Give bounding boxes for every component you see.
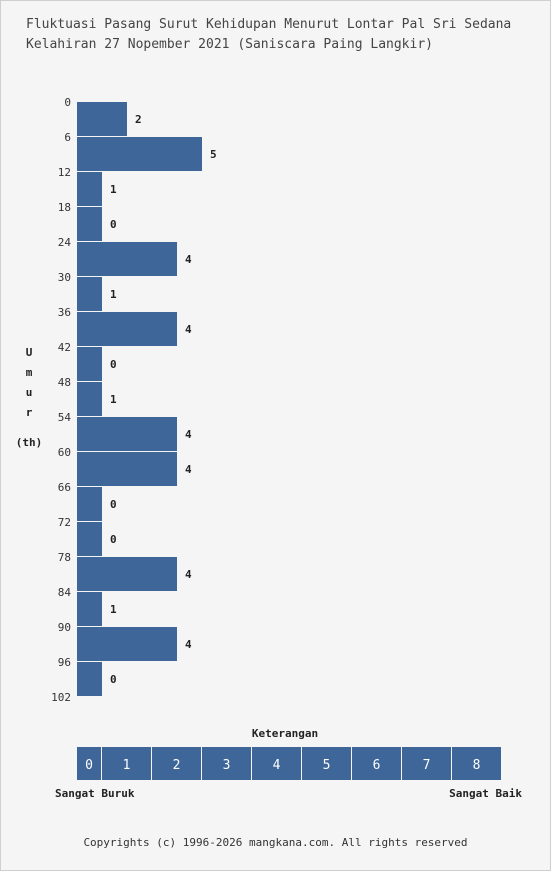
y-tick-label-102: 102 [51,691,71,704]
value-label-66: 0 [110,498,117,511]
bar-18 [77,207,102,241]
value-label-72: 0 [110,533,117,546]
y-tick-label-48: 48 [58,376,71,389]
value-label-6: 5 [210,148,217,161]
y-tick-label-30: 30 [58,271,71,284]
bar-12 [77,172,102,206]
y-tick-label-24: 24 [58,236,72,249]
legend-value-7: 7 [423,758,431,773]
bar-96 [77,662,102,696]
value-label-84: 1 [110,603,117,616]
value-label-54: 4 [185,428,192,441]
y-tick-label-60: 60 [58,446,71,459]
value-label-18: 0 [110,218,117,231]
legend-value-3: 3 [223,758,231,773]
legend-value-2: 2 [173,758,181,773]
legend-value-0: 0 [85,758,93,773]
y-tick-label-54: 54 [58,411,72,424]
chart-title-line-2: Kelahiran 27 Nopember 2021 (Saniscara Pa… [26,37,433,52]
y-axis-label-0: U [26,346,33,359]
bar-30 [77,277,102,311]
bar-78 [77,557,177,591]
y-tick-label-96: 96 [58,656,71,669]
value-label-42: 0 [110,358,117,371]
legend-right-label: Sangat Baik [449,787,522,800]
value-label-0: 2 [135,113,142,126]
value-label-78: 4 [185,568,192,581]
y-tick-label-42: 42 [58,341,71,354]
value-label-96: 0 [110,673,117,686]
y-axis-label-1: m [26,366,33,379]
value-label-90: 4 [185,638,192,651]
value-label-12: 1 [110,183,117,196]
bar-72 [77,522,102,556]
copyright-text: Copyrights (c) 1996-2026 mangkana.com. A… [83,836,468,849]
legend-value-4: 4 [273,758,281,773]
y-tick-label-78: 78 [58,551,71,564]
y-tick-label-0: 0 [64,96,71,109]
bar-54 [77,417,177,451]
y-axis-label-2: u [26,386,33,399]
legend-box-1 [102,747,151,780]
legend-box-0 [77,747,101,780]
y-axis-label-4: (th) [16,436,43,449]
legend-value-5: 5 [323,758,331,773]
value-label-36: 4 [185,323,192,336]
y-axis-label-3: r [26,406,33,419]
value-label-60: 4 [185,463,192,476]
legend-value-1: 1 [123,758,131,773]
y-tick-label-84: 84 [58,586,72,599]
legend-box-3 [202,747,251,780]
chart-title-line-1: Fluktuasi Pasang Surut Kehidupan Menurut… [26,17,512,32]
y-tick-label-12: 12 [58,166,71,179]
legend-box-7 [402,747,451,780]
bar-36 [77,312,177,346]
bar-0 [77,102,127,136]
legend-title: Keterangan [252,727,318,740]
bar-60 [77,452,177,486]
legend-box-4 [252,747,301,780]
legend-value-8: 8 [473,758,481,773]
y-tick-label-90: 90 [58,621,71,634]
bar-84 [77,592,102,626]
bar-66 [77,487,102,521]
y-tick-label-18: 18 [58,201,71,214]
y-tick-label-6: 6 [64,131,71,144]
legend-left-label: Sangat Buruk [55,787,135,800]
y-tick-label-66: 66 [58,481,71,494]
legend-box-5 [302,747,351,780]
y-tick-label-72: 72 [58,516,71,529]
value-label-24: 4 [185,253,192,266]
bar-6 [77,137,202,171]
value-label-48: 1 [110,393,117,406]
bar-42 [77,347,102,381]
legend-box-2 [152,747,201,780]
legend-value-6: 6 [373,758,381,773]
y-tick-label-36: 36 [58,306,71,319]
legend-box-8 [452,747,501,780]
legend-box-6 [352,747,401,780]
value-label-30: 1 [110,288,117,301]
bar-24 [77,242,177,276]
bar-90 [77,627,177,661]
bar-48 [77,382,102,416]
